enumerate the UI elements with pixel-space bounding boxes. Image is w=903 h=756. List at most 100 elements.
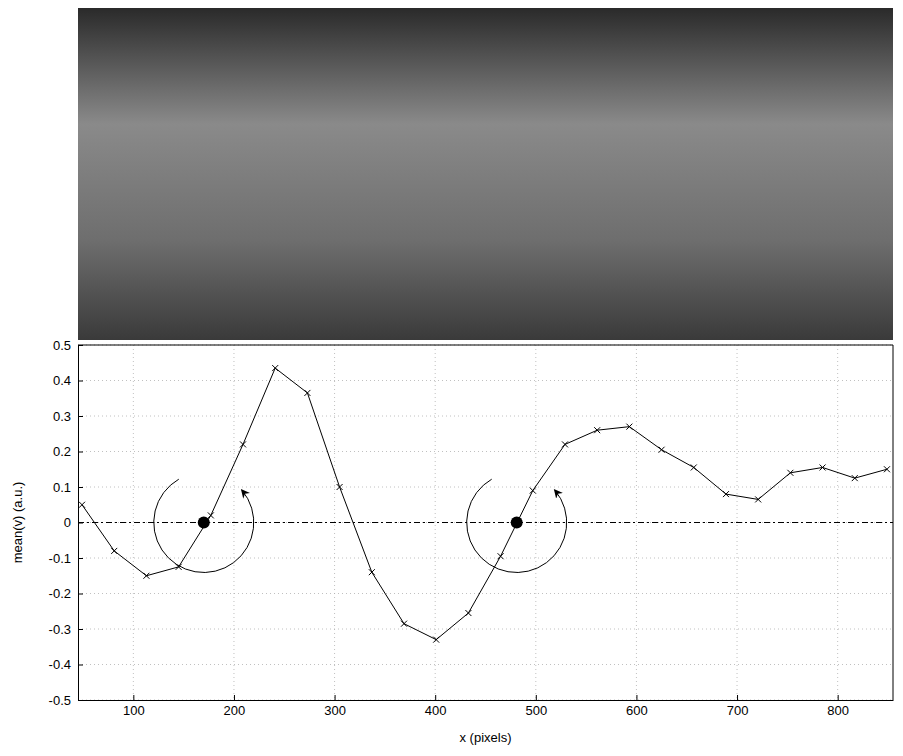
- tick-mark: [133, 695, 134, 700]
- grid-line: [78, 629, 893, 630]
- x-axis: 100 200 300 400 500 600 700 800: [79, 695, 894, 718]
- data-marker: [304, 390, 310, 396]
- tick: 200: [224, 695, 246, 718]
- tick-label: -0.5: [49, 693, 71, 708]
- tick-mark: [78, 381, 83, 382]
- tick: 500: [525, 695, 547, 718]
- data-marker: [820, 464, 826, 470]
- data-marker: [498, 553, 504, 559]
- plot-area: [79, 365, 890, 643]
- tick-label: 0.2: [53, 444, 71, 459]
- tick-label: 700: [727, 703, 749, 718]
- data-marker: [401, 621, 407, 627]
- grid: [78, 345, 893, 700]
- data-marker: [143, 573, 149, 579]
- tick-label: 400: [425, 703, 447, 718]
- tick-label: -0.2: [49, 586, 71, 601]
- tick-label: 0: [64, 515, 71, 530]
- data-marker: [369, 569, 375, 575]
- tick-mark: [435, 695, 436, 700]
- tick-mark: [234, 695, 235, 700]
- grid-line: [78, 380, 893, 381]
- data-marker: [626, 424, 632, 430]
- tick: 100: [123, 695, 145, 718]
- vortex-center: [511, 517, 523, 529]
- data-marker: [884, 466, 890, 472]
- tick: -0.5: [49, 693, 83, 708]
- tick-mark: [78, 523, 83, 524]
- tick-mark: [737, 695, 738, 700]
- tick-mark: [838, 695, 839, 700]
- vortex-center: [198, 517, 210, 529]
- data-marker: [111, 548, 117, 554]
- tick-label: 200: [224, 703, 246, 718]
- data-line: [82, 368, 887, 640]
- tick-mark: [78, 700, 83, 701]
- data-marker: [852, 475, 858, 481]
- data-marker: [594, 427, 600, 433]
- data-marker: [787, 470, 793, 476]
- data-marker: [530, 488, 536, 494]
- grid-line: [78, 451, 893, 452]
- rotation-arrow: [467, 479, 567, 572]
- tick-mark: [78, 665, 83, 666]
- x-axis-title: x (pixels): [459, 730, 511, 745]
- tick-mark: [78, 452, 83, 453]
- tick-mark: [78, 629, 83, 630]
- tick: -0.2: [49, 586, 83, 601]
- tick-label: -0.1: [49, 551, 71, 566]
- grid-line: [78, 487, 893, 488]
- tick: -0.1: [49, 551, 83, 566]
- tick-mark: [536, 695, 537, 700]
- tick-mark: [335, 695, 336, 700]
- grid-line: [78, 416, 893, 417]
- y-axis: -0.5 -0.4 -0.3 -0.2 -0.1 0 0.1 0.2 0.3 0.4 0.5: [49, 338, 83, 708]
- grid-line: [78, 593, 893, 594]
- data-marker: [272, 365, 278, 371]
- tick: 800: [827, 695, 849, 718]
- data-marker: [240, 441, 246, 447]
- image-panel: [78, 8, 893, 340]
- rotation-arrow: [154, 479, 254, 572]
- tick-label: -0.3: [49, 622, 71, 637]
- data-marker: [79, 502, 85, 508]
- tick-label: 0.3: [53, 409, 71, 424]
- tick-mark: [636, 695, 637, 700]
- tick-mark: [78, 487, 83, 488]
- tick-label: 300: [324, 703, 346, 718]
- tick: 0.4: [53, 373, 83, 388]
- tick: 0: [64, 515, 83, 530]
- tick-label: 0.4: [53, 373, 71, 388]
- tick-label: 800: [827, 703, 849, 718]
- data-marker: [433, 637, 439, 643]
- y-axis-title: mean(v) (a.u.): [10, 482, 25, 564]
- figure: 100 200 300 400 500 600 700 800 -0.5 -0.4 -0.3 -0.2…: [0, 0, 903, 756]
- grid-line: [78, 664, 893, 665]
- tick-label: -0.4: [49, 657, 71, 672]
- grid-line: [133, 345, 134, 700]
- tick: 300: [324, 695, 346, 718]
- tick-label: 0.1: [53, 480, 71, 495]
- data-marker: [465, 610, 471, 616]
- grid-line: [78, 700, 893, 701]
- tick: -0.3: [49, 622, 83, 637]
- grid-line: [636, 345, 637, 700]
- data-marker: [659, 447, 665, 453]
- tick: 700: [727, 695, 749, 718]
- tick: -0.4: [49, 657, 83, 672]
- tick-label: 100: [123, 703, 145, 718]
- tick: 600: [626, 695, 648, 718]
- tick: 400: [425, 695, 447, 718]
- tick-mark: [78, 558, 83, 559]
- data-marker: [208, 512, 214, 518]
- tick-mark: [78, 416, 83, 417]
- data-marker: [562, 441, 568, 447]
- axis-line: [79, 700, 894, 701]
- tick-label: 0.5: [53, 338, 71, 353]
- data-marker: [337, 484, 343, 490]
- tick: 0.2: [53, 444, 83, 459]
- grid-line: [78, 558, 893, 559]
- data-marker: [755, 496, 761, 502]
- plot-frame: [78, 345, 893, 700]
- tick-label: 500: [525, 703, 547, 718]
